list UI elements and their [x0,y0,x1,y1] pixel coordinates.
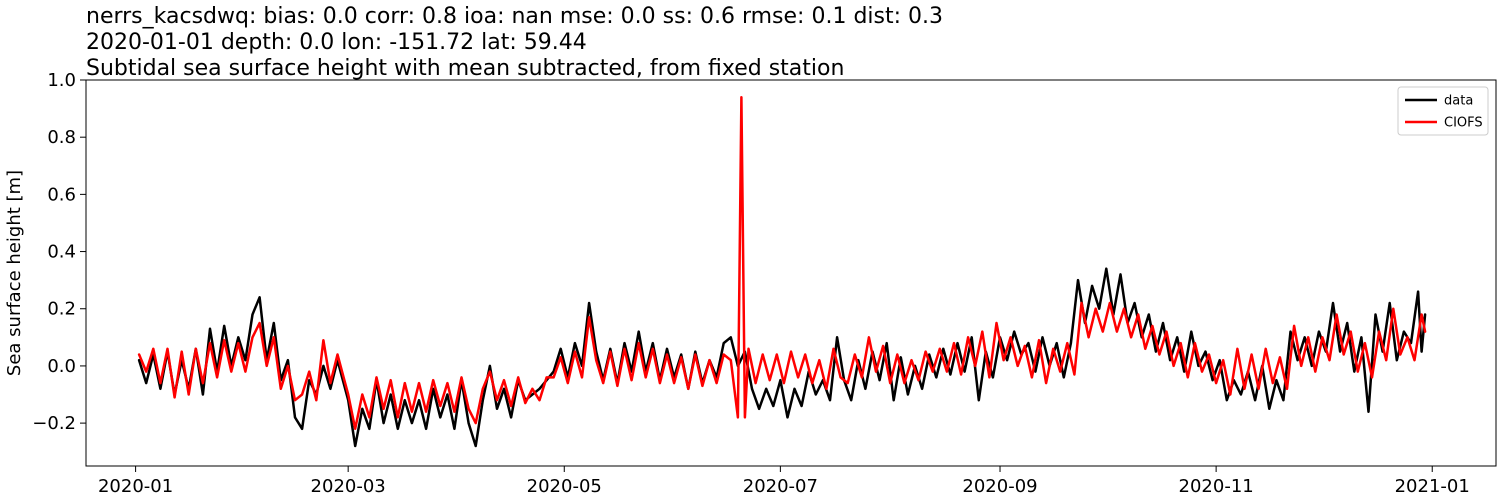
x-tick-label: 2020-11 [1179,476,1254,497]
legend-label-ciofs: CIOFS [1444,116,1483,131]
plot-area-frame [85,79,1497,467]
axes-layer: 2020-01 2020-03 2020-05 2020-07 2020-09 2020-… [32,70,1470,497]
series-line-ciofs [137,95,1427,431]
x-tick-label: 2020-03 [311,476,386,497]
x-tick-label: 2020-09 [962,476,1037,497]
chart-title-line-2: 2020-01-01 depth: 0.0 lon: -151.72 lat: … [86,30,587,55]
series-line-data [137,267,1427,448]
chart-title-line-1: nerrs_kacsdwq: bias: 0.0 corr: 0.8 ioa: … [86,4,943,29]
y-tick-label: 0.0 [47,356,76,377]
legend: data CIOFS [1397,86,1489,136]
y-tick-label: −0.2 [32,413,76,434]
x-tick-label: 2020-07 [743,476,818,497]
y-tick-label: 0.8 [47,127,76,148]
y-axis-label: Sea surface height [m] [4,170,25,376]
y-tick-label: 0.4 [47,242,76,263]
y-tick-label: 0.6 [47,184,76,205]
x-tick-label: 2020-01 [98,476,173,497]
x-tick-label: 2020-05 [527,476,602,497]
series-layer [137,95,1427,448]
y-tick-label: 0.2 [47,299,76,320]
y-tick-label: 1.0 [47,70,76,91]
x-tick-label: 2021-01 [1395,476,1470,497]
chart-title-line-3: Subtidal sea surface height with mean su… [86,56,844,81]
legend-label-data: data [1444,94,1473,109]
